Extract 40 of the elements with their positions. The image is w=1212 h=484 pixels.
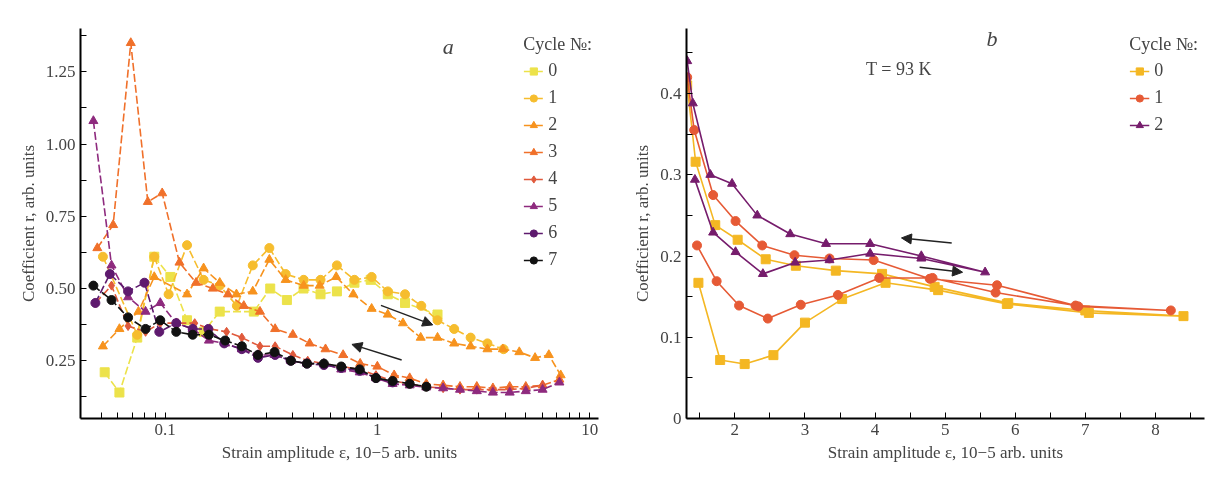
y-tick-label: 0.50 bbox=[45, 279, 76, 298]
y-tick-label: 0.1 bbox=[660, 327, 682, 347]
x-axis-title: Strain amplitude ε, 10−5 arb. units bbox=[221, 442, 458, 462]
x-tick-label: 1 bbox=[373, 419, 382, 439]
legend-label: 6 bbox=[548, 222, 559, 243]
legend-label: 1 bbox=[548, 87, 559, 108]
x-tick-label: 7 bbox=[1081, 419, 1091, 439]
y-axis-title: Coefficient r, arb. units bbox=[18, 144, 38, 303]
legend-label: 1 bbox=[1154, 87, 1165, 108]
x-tick-label: 8 bbox=[1151, 419, 1160, 439]
x-tick-label: 3 bbox=[800, 419, 810, 439]
legend-label: 7 bbox=[548, 249, 559, 270]
y-axis-title: Coefficient r, arb. units bbox=[633, 144, 653, 303]
x-tick-label: 4 bbox=[870, 419, 880, 439]
y-tick-label: 0.4 bbox=[660, 84, 682, 103]
y-tick-label: 0.2 bbox=[660, 246, 682, 266]
y-tick-label: 1.00 bbox=[45, 134, 76, 154]
legend-label: 3 bbox=[548, 141, 559, 162]
legend-label: 0 bbox=[1154, 60, 1165, 81]
legend-title: Cycle №: bbox=[1129, 34, 1198, 55]
y-tick-label: 0.3 bbox=[660, 165, 682, 185]
legend-label: 0 bbox=[548, 60, 559, 81]
x-tick-label: 0.1 bbox=[154, 419, 176, 439]
y-tick-label: 0 bbox=[673, 409, 682, 428]
x-tick-label: 2 bbox=[730, 419, 740, 439]
legend-label: 2 bbox=[548, 114, 559, 135]
legend-title: Cycle №: bbox=[523, 34, 592, 55]
annotation: a bbox=[442, 33, 454, 59]
x-tick-label: 5 bbox=[940, 419, 950, 439]
legend-label: 2 bbox=[1154, 114, 1165, 135]
legend-label: 5 bbox=[548, 195, 559, 216]
y-tick-label: 1.25 bbox=[45, 62, 76, 82]
x-tick-label: 6 bbox=[1010, 419, 1020, 439]
annotation: b bbox=[986, 25, 998, 51]
y-tick-label: 0.25 bbox=[45, 351, 76, 371]
annotation: T = 93 K bbox=[866, 59, 932, 80]
legend-label: 4 bbox=[548, 168, 559, 189]
y-tick-label: 0.75 bbox=[45, 206, 76, 226]
x-axis-title: Strain amplitude ε, 10−5 arb. units bbox=[827, 442, 1064, 462]
x-tick-label: 10 bbox=[581, 419, 599, 439]
